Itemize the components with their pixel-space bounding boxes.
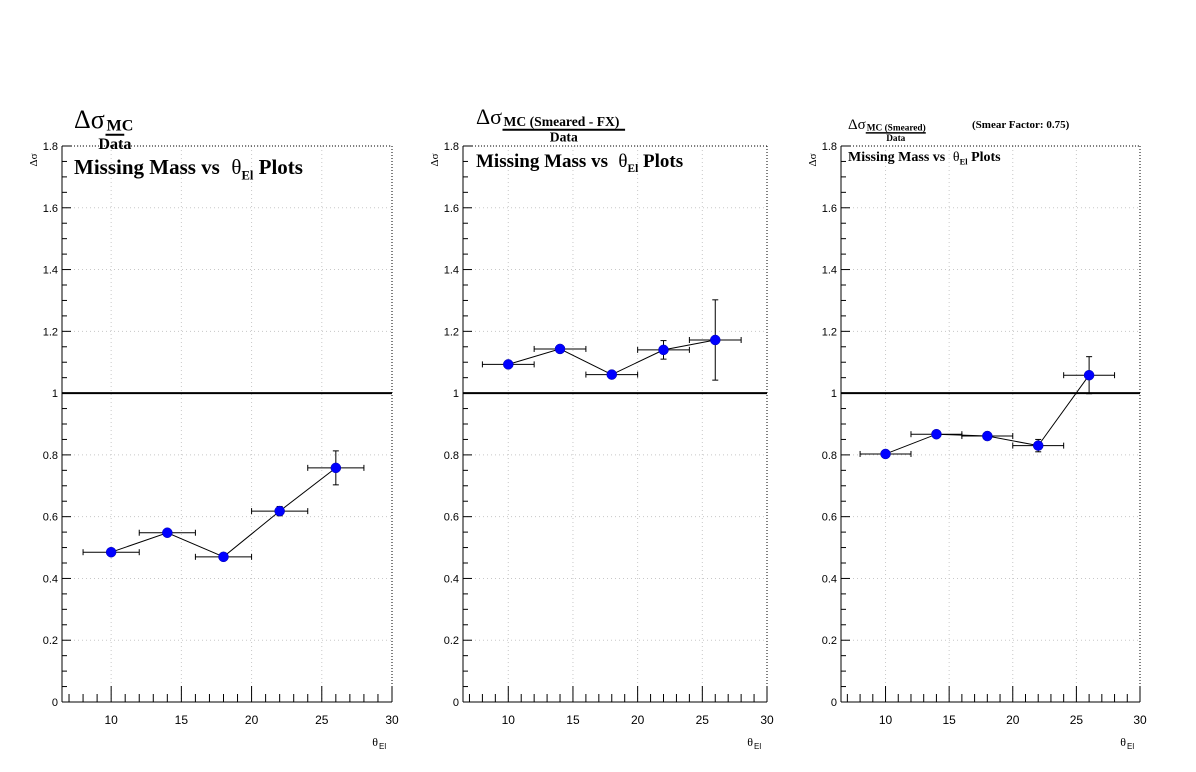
panel-subtitle: Missing Mass vs θEl Plots xyxy=(848,150,1001,167)
y-tick-label: 1.8 xyxy=(822,141,837,153)
y-tick-label: 1 xyxy=(831,388,837,400)
y-tick-label: 1.6 xyxy=(822,203,837,215)
data-point xyxy=(105,546,117,558)
panel-note: (Smear Factor: 0.75) xyxy=(972,119,1070,131)
panel-title: Δσ xyxy=(476,104,502,129)
x-axis-label: θ xyxy=(372,735,378,749)
x-tick-label: 20 xyxy=(245,713,259,727)
x-tick-label: 10 xyxy=(104,713,118,727)
y-tick-label: 1.2 xyxy=(444,326,459,338)
x-axis-label-sub: El xyxy=(754,742,761,751)
x-axis-label: θ xyxy=(1120,735,1126,749)
y-axis-label: Δσ xyxy=(429,153,441,166)
x-tick-label: 25 xyxy=(315,713,329,727)
data-point xyxy=(931,428,942,440)
panel-title-denominator: Data xyxy=(550,130,578,145)
data-point xyxy=(330,462,342,474)
data-point xyxy=(162,527,173,538)
panel-title-numerator: MC xyxy=(107,117,134,134)
y-tick-label: 1.6 xyxy=(444,203,459,215)
y-tick-label: 1.8 xyxy=(43,141,58,153)
panel-1: 0 0.2 0.4 0.6 0.8 1 1.2 1.4 1.6 1.8 10 15 20 25 30 Δσ θ E… xyxy=(28,105,399,751)
x-tick-label: 30 xyxy=(1133,713,1147,727)
data-point xyxy=(982,430,993,442)
panel-title: Δσ xyxy=(848,117,866,133)
x-axis-label-sub: El xyxy=(379,742,386,751)
x-tick-label: 15 xyxy=(942,713,956,727)
y-tick-label: 0.4 xyxy=(43,573,58,585)
panel-title-denominator: Data xyxy=(98,136,131,153)
x-tick-label: 10 xyxy=(879,713,893,727)
y-tick-label: 0.8 xyxy=(444,450,459,462)
y-tick-label: 0.4 xyxy=(444,573,459,585)
series-line xyxy=(885,374,1090,455)
series-line xyxy=(110,467,337,558)
data-point xyxy=(503,359,514,370)
panel-3: 0 0.2 0.4 0.6 0.8 1 1.2 1.4 1.6 1.8 10 15 20 25 30 Δσ θ E… xyxy=(807,117,1147,751)
x-axis-label-sub: El xyxy=(1127,742,1134,751)
data-point xyxy=(658,344,669,356)
panel-title: Δσ xyxy=(74,105,105,134)
y-tick-label: 1.2 xyxy=(43,326,58,338)
data-point xyxy=(710,334,721,346)
y-tick-label: 1 xyxy=(52,388,58,400)
y-tick-label: 0.2 xyxy=(43,635,58,647)
panel-title-denominator: Data xyxy=(886,134,905,144)
x-tick-label: 25 xyxy=(696,713,710,727)
panel-subtitle: Missing Mass vs θEl Plots xyxy=(476,151,683,175)
x-tick-label: 15 xyxy=(566,713,580,727)
x-tick-label: 25 xyxy=(1070,713,1084,727)
data-point xyxy=(606,369,618,380)
y-tick-label: 0 xyxy=(831,697,837,709)
y-tick-label: 0.4 xyxy=(822,573,837,585)
data-point xyxy=(554,343,566,355)
data-point xyxy=(1083,369,1095,381)
y-tick-label: 0.2 xyxy=(822,635,837,647)
y-tick-label: 0 xyxy=(52,697,58,709)
y-tick-label: 0.6 xyxy=(822,512,837,524)
y-tick-label: 1.6 xyxy=(43,203,58,215)
y-tick-label: 1.4 xyxy=(822,265,837,277)
y-tick-label: 1.4 xyxy=(43,265,58,277)
y-tick-label: 0.8 xyxy=(43,450,58,462)
y-tick-label: 1.4 xyxy=(444,265,459,277)
y-tick-label: 1.8 xyxy=(444,141,459,153)
panel-title-numerator: MC (Smeared - FX) xyxy=(504,114,620,130)
y-tick-label: 0 xyxy=(453,697,459,709)
y-tick-label: 1 xyxy=(453,388,459,400)
x-tick-label: 20 xyxy=(631,713,645,727)
data-point xyxy=(218,551,229,563)
y-axis-label: Δσ xyxy=(28,153,40,166)
y-tick-label: 0.8 xyxy=(822,450,837,462)
x-tick-label: 20 xyxy=(1006,713,1020,727)
panel-2: 0 0.2 0.4 0.6 0.8 1 1.2 1.4 1.6 1.8 10 15 20 25 30 Δσ θ E… xyxy=(429,104,774,751)
data-point xyxy=(274,505,285,517)
x-tick-label: 10 xyxy=(502,713,516,727)
data-point xyxy=(1032,440,1044,451)
y-tick-label: 0.6 xyxy=(444,512,459,524)
x-tick-label: 15 xyxy=(175,713,189,727)
y-tick-label: 0.2 xyxy=(444,635,459,647)
panel-title-numerator: MC (Smeared) xyxy=(867,122,926,133)
y-tick-label: 1.2 xyxy=(822,326,837,338)
y-axis-label: Δσ xyxy=(807,153,819,166)
panel-subtitle: Missing Mass vs θEl Plots xyxy=(74,155,303,182)
data-point xyxy=(880,448,891,460)
x-tick-label: 30 xyxy=(760,713,774,727)
x-axis-label: θ xyxy=(747,735,753,749)
y-tick-label: 0.6 xyxy=(43,512,58,524)
x-tick-label: 30 xyxy=(385,713,399,727)
